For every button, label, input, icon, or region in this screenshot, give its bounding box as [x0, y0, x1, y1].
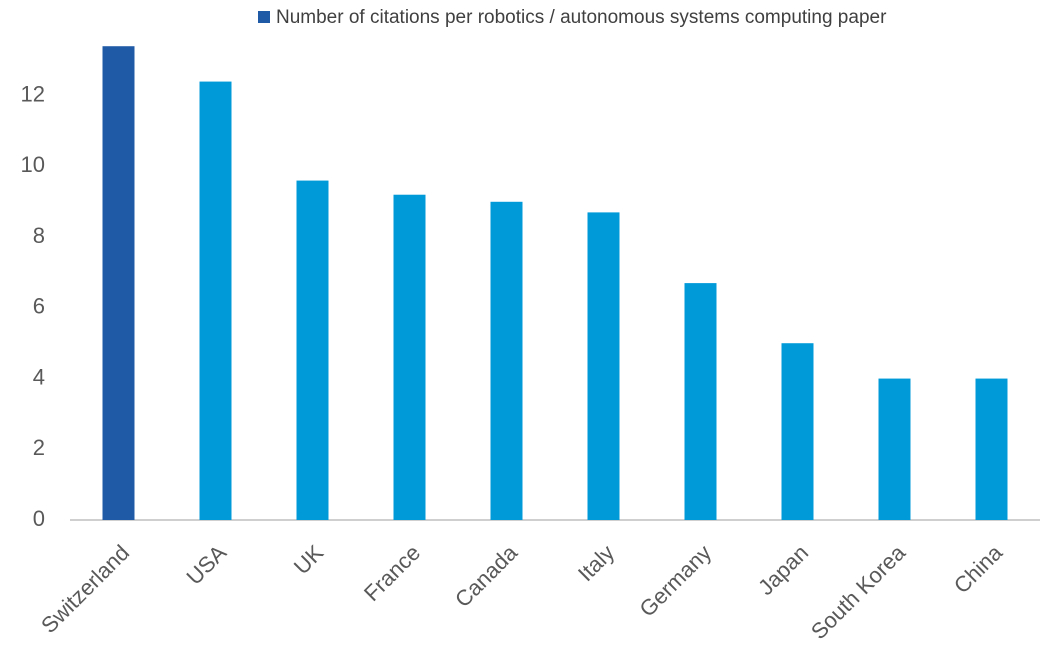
- bar: [878, 378, 911, 520]
- legend-swatch: [258, 11, 270, 23]
- x-tick-label: Germany: [634, 540, 716, 622]
- y-tick-label: 0: [33, 506, 45, 531]
- bar: [199, 81, 232, 521]
- x-tick-label: UK: [289, 540, 329, 580]
- bar: [781, 343, 814, 520]
- y-tick-label: 8: [33, 223, 45, 248]
- bar: [975, 378, 1008, 520]
- x-tick-label: China: [949, 539, 1008, 598]
- y-tick-label: 10: [21, 152, 45, 177]
- y-tick-label: 2: [33, 435, 45, 460]
- x-tick-label: Italy: [573, 540, 619, 586]
- y-tick-label: 12: [21, 82, 45, 107]
- bar: [684, 283, 717, 520]
- bar: [490, 201, 523, 521]
- bar: [296, 180, 329, 521]
- x-tick-label: South Korea: [806, 539, 911, 644]
- x-tick-label: USA: [181, 540, 231, 590]
- y-tick-label: 4: [33, 364, 45, 389]
- x-tick-label: France: [359, 540, 425, 606]
- x-tick-label: Switzerland: [36, 540, 134, 638]
- legend-label: Number of citations per robotics / auton…: [276, 7, 887, 28]
- x-tick-label: Japan: [753, 540, 813, 600]
- bar: [393, 194, 426, 520]
- x-tick-label: Canada: [450, 539, 523, 612]
- y-tick-label: 6: [33, 294, 45, 319]
- bar: [102, 46, 135, 520]
- bar: [587, 212, 620, 520]
